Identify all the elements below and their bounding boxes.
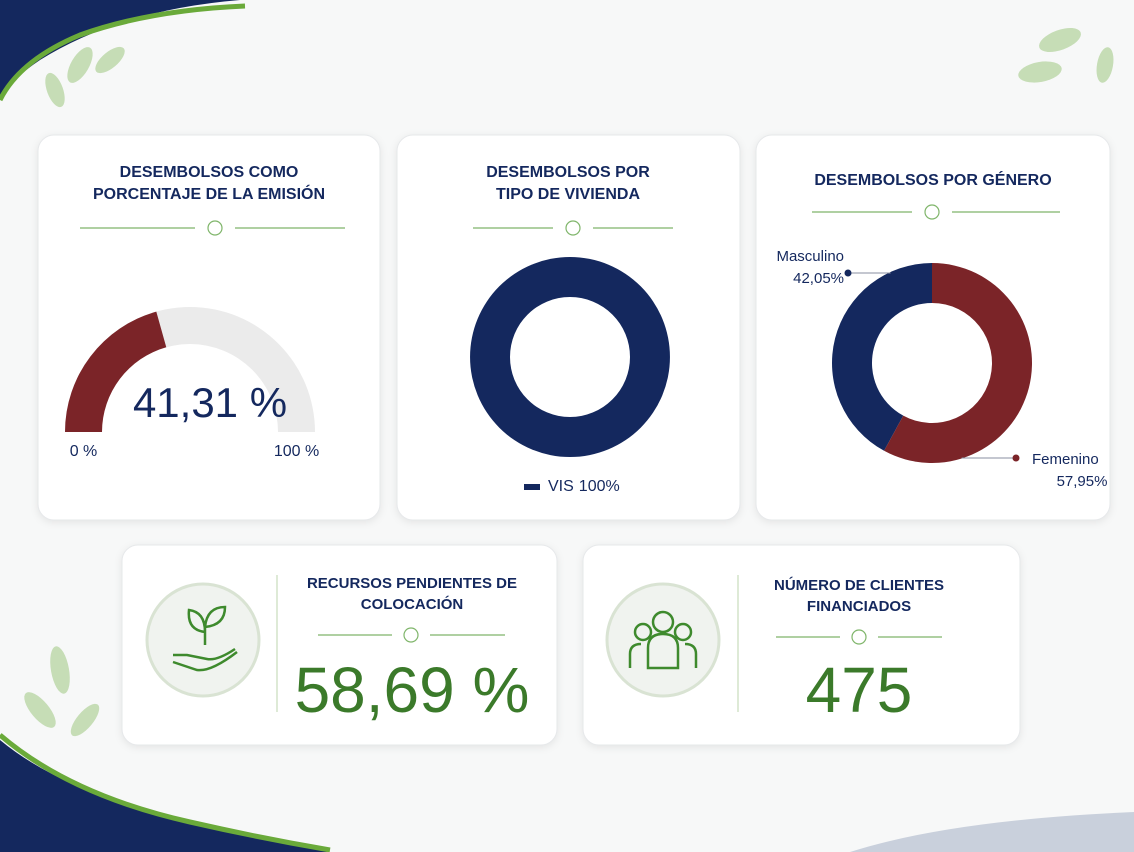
- legend-label: VIS: [548, 478, 574, 495]
- legend-label: Femenino: [1032, 451, 1099, 468]
- legend-entry: VIS 100%: [548, 478, 620, 495]
- corner-decoration: [850, 812, 1134, 852]
- tick-label: 0 %: [70, 443, 98, 460]
- chart-title: DESEMBOLSOS POR GÉNERO: [773, 170, 1093, 192]
- data-label: 42,05%: [793, 270, 844, 287]
- kpi-title: NÚMERO DE CLIENTES FINANCIADOS: [759, 575, 959, 617]
- chart-title: DESEMBOLSOS POR TIPO DE VIVIENDA: [468, 162, 668, 206]
- callout-dot: [845, 270, 852, 277]
- legend-label: Masculino: [776, 248, 844, 265]
- data-label: 57,95%: [1057, 473, 1108, 490]
- kpi-value: 475: [759, 658, 959, 722]
- chart-title: DESEMBOLSOS COMO PORCENTAJE DE LA EMISIÓ…: [69, 162, 349, 206]
- page: 41,31 % 0 % 100 % VIS 100% Masculino 42,05% Fem…: [0, 0, 1134, 852]
- legend-swatch: [524, 484, 540, 490]
- dashboard: 41,31 % 0 % 100 % VIS 100% Masculino 42,05% Fem…: [0, 0, 1134, 852]
- callout-dot: [1013, 455, 1020, 462]
- kpi-title: RECURSOS PENDIENTES DE COLOCACIÓN: [292, 573, 532, 615]
- gauge-label: 41,31 %: [133, 379, 287, 426]
- kpi-value: 58,69 %: [282, 658, 542, 722]
- tick-label: 100 %: [274, 443, 319, 460]
- data-label: 100%: [579, 478, 620, 495]
- corner-decoration: [0, 740, 330, 852]
